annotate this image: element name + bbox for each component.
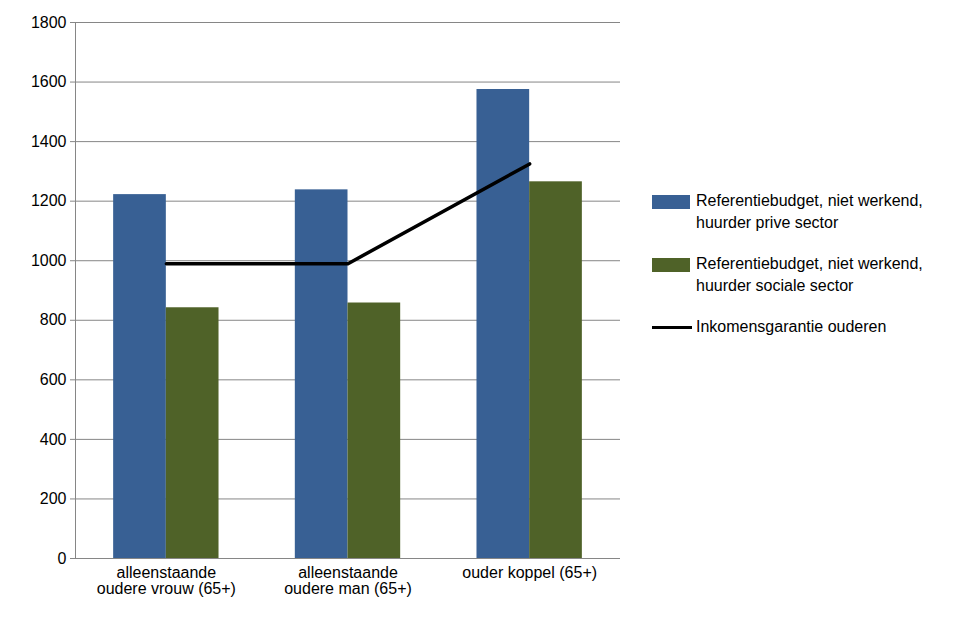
svg-text:ouder koppel (65+): ouder koppel (65+) (462, 564, 597, 581)
html-text:Referentiebudget, niet werkend: Referentiebudget, niet werkend, huurder … (696, 254, 923, 295)
svg-text:1000: 1000 (31, 252, 67, 269)
html-text:Inkomensgarantie ouderen: Inkomensgarantie ouderen (696, 317, 887, 335)
svg-text:0: 0 (58, 550, 67, 567)
svg-text:600: 600 (40, 371, 67, 388)
svg-text:1600: 1600 (31, 73, 67, 90)
svg-text:1400: 1400 (31, 133, 67, 150)
svg-text:1800: 1800 (31, 14, 67, 31)
html-text:Referentiebudget, niet werkend: Referentiebudget, niet werkend, huurder … (696, 192, 923, 232)
svg-text:alleenstaandeoudere man (65+): alleenstaandeoudere man (65+) (284, 564, 412, 597)
svg-text:alleenstaandeoudere vrouw (65+: alleenstaandeoudere vrouw (65+) (97, 564, 236, 597)
svg-text:400: 400 (40, 431, 67, 448)
svg-text:800: 800 (40, 311, 67, 328)
svg-text:200: 200 (40, 490, 67, 507)
svg-text:1200: 1200 (31, 192, 67, 209)
